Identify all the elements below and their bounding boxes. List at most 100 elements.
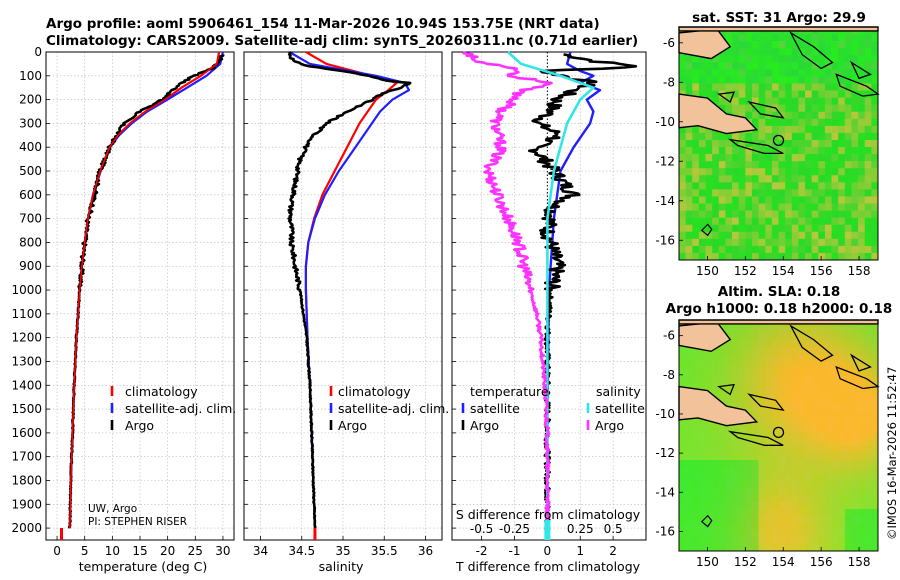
map-cell: [785, 97, 793, 105]
map-cell: [871, 397, 879, 405]
map-cell: [811, 48, 819, 56]
map-cell: [838, 125, 846, 134]
map-cell: [758, 383, 766, 391]
map-cell: [705, 530, 713, 538]
map-cell: [791, 397, 799, 405]
map-cell: [785, 383, 793, 391]
map-cell: [745, 439, 753, 447]
map-cell: [858, 168, 866, 176]
map-cell: [718, 425, 726, 433]
map-cell: [758, 224, 766, 233]
map-cell: [751, 97, 759, 105]
map-cell: [831, 34, 839, 42]
map-cell: [679, 509, 686, 517]
map-cell: [851, 97, 859, 105]
map-cell: [751, 132, 759, 141]
map-cell: [851, 154, 859, 162]
map-cell: [778, 69, 786, 77]
map-cell: [679, 425, 686, 433]
map-cell: [805, 69, 812, 77]
map-cell: [718, 530, 726, 538]
map-cell: [685, 252, 693, 261]
map-cell: [758, 210, 766, 218]
map-cell: [785, 355, 793, 363]
map-cell: [698, 488, 706, 496]
map-cell: [758, 252, 766, 261]
map-cell: [785, 41, 793, 49]
map-cell: [718, 537, 726, 545]
map-cell: [864, 530, 872, 538]
map-cell: [844, 104, 852, 113]
map-cell: [698, 502, 706, 510]
map-cell: [738, 154, 746, 162]
map-cell: [858, 495, 866, 503]
map-cell: [871, 83, 879, 91]
map-cell: [844, 231, 852, 240]
map-cell: [765, 161, 773, 169]
map-cell: [798, 495, 806, 503]
map-cell: [732, 83, 739, 91]
map-cell: [831, 175, 839, 183]
header-title-line2: Climatology: CARS2009. Satellite-adj cli…: [46, 33, 638, 49]
map-cell: [692, 376, 700, 384]
map-cell: [738, 530, 746, 538]
map-cell: [824, 404, 832, 412]
map-cell: [745, 355, 753, 363]
map-cell: [685, 55, 693, 63]
map-cell: [685, 488, 693, 496]
map-cell: [844, 502, 852, 510]
map-cell: [798, 439, 806, 447]
map-cell: [738, 495, 746, 503]
map-cell: [725, 453, 733, 461]
y-tick-label: 700: [19, 212, 42, 226]
map-cell: [791, 238, 799, 247]
map-x-tick-label: 158: [848, 555, 871, 569]
map-cell: [818, 217, 826, 225]
map-cell: [864, 132, 872, 141]
map-cell: [838, 488, 846, 496]
map-cell: [844, 453, 852, 461]
map-cell: [864, 488, 872, 496]
map-cell: [732, 537, 739, 545]
map-cell: [679, 488, 686, 496]
map-cell: [844, 460, 852, 468]
map-cell: [838, 69, 846, 77]
map-cell: [844, 161, 852, 169]
map-cell: [791, 411, 799, 419]
map-cell: [838, 544, 846, 552]
map-cell: [758, 231, 766, 240]
map-cell: [871, 411, 879, 419]
map-cell: [838, 238, 846, 247]
map-cell: [712, 175, 720, 183]
map-cell: [818, 355, 826, 363]
map-y-tick-label: -16: [655, 524, 675, 538]
map-cell: [811, 189, 819, 197]
map-cell: [738, 69, 746, 77]
map-cell: [818, 161, 826, 169]
map-cell: [838, 147, 846, 155]
map-cell: [712, 481, 720, 489]
map-cell: [778, 83, 786, 91]
map-cell: [725, 34, 733, 42]
map-cell: [698, 90, 706, 98]
map-cell: [871, 48, 879, 56]
map-cell: [712, 383, 720, 391]
map-cell: [805, 168, 812, 176]
map-cell: [732, 474, 739, 482]
map-cell: [738, 62, 746, 70]
map-cell: [745, 495, 753, 503]
map-cell: [725, 104, 733, 113]
map-cell: [685, 425, 693, 433]
map-cell: [824, 341, 832, 349]
map-cell: [758, 474, 766, 482]
map-cell: [871, 175, 879, 183]
map-cell: [811, 210, 819, 218]
difference-xlabel-top: S difference from climatology: [456, 507, 641, 522]
map-cell: [798, 125, 806, 134]
map-cell: [698, 210, 706, 218]
map-cell: [818, 509, 826, 517]
map-cell: [831, 530, 839, 538]
map-cell: [725, 48, 733, 56]
map-cell: [712, 238, 720, 247]
